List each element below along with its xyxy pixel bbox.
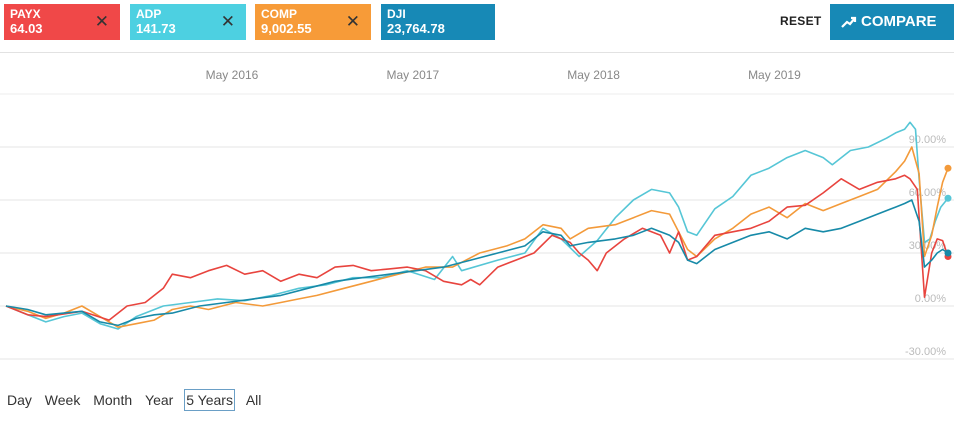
x-tick-label: May 2019	[748, 68, 801, 82]
ticker-symbol: ADP	[136, 7, 162, 21]
series-end-marker-dji	[944, 249, 952, 257]
series-line-comp	[5, 146, 949, 328]
compare-button[interactable]: COMPARE	[830, 4, 954, 40]
x-tick-label: May 2017	[386, 68, 439, 82]
close-icon[interactable]: ✕	[94, 12, 109, 31]
range-5-years[interactable]: 5 Years	[184, 389, 235, 411]
ticker-card-adp[interactable]: ADP 141.73 ✕	[130, 4, 246, 40]
ticker-symbol: DJI	[387, 7, 406, 21]
range-year[interactable]: Year	[145, 392, 174, 408]
range-month[interactable]: Month	[93, 392, 133, 408]
ticker-price: 9,002.55	[261, 21, 312, 36]
ticker-card-payx[interactable]: PAYX 64.03 ✕	[4, 4, 120, 40]
series-end-marker-comp	[944, 164, 952, 172]
y-tick-label: 0.00%	[915, 293, 946, 305]
ticker-symbol: PAYX	[10, 7, 41, 21]
range-week[interactable]: Week	[44, 392, 81, 408]
x-tick-label: May 2018	[567, 68, 620, 82]
header-divider	[0, 52, 954, 53]
ticker-price: 23,764.78	[387, 21, 445, 36]
close-icon[interactable]: ✕	[345, 12, 360, 31]
ticker-card-comp[interactable]: COMP 9,002.55 ✕	[255, 4, 371, 40]
x-tick-label: May 2016	[206, 68, 259, 82]
range-day[interactable]: Day	[7, 392, 32, 408]
compare-label: COMPARE	[861, 13, 937, 30]
y-tick-label: -30.00%	[905, 346, 946, 358]
range-all[interactable]: All	[245, 392, 262, 408]
ticker-symbol: COMP	[261, 7, 297, 21]
range-selector: Day Week Month Year 5 Years All	[5, 389, 268, 413]
series-line-adp	[5, 121, 949, 330]
series-end-marker-adp	[944, 194, 952, 202]
series-line-payx	[5, 174, 949, 321]
close-icon[interactable]: ✕	[220, 12, 235, 31]
reset-button[interactable]: RESET	[780, 14, 822, 28]
ticker-price: 64.03	[10, 21, 43, 36]
trending-up-icon	[841, 16, 857, 28]
ticker-price: 141.73	[136, 21, 176, 36]
y-tick-label: 90.00%	[909, 134, 947, 146]
series-line-dji	[5, 199, 949, 327]
comparison-chart[interactable]: 90.00%60.00%30.00%0.00%-30.00%May 2016 Ma…	[0, 53, 964, 369]
ticker-card-dji[interactable]: DJI 23,764.78	[381, 4, 495, 40]
